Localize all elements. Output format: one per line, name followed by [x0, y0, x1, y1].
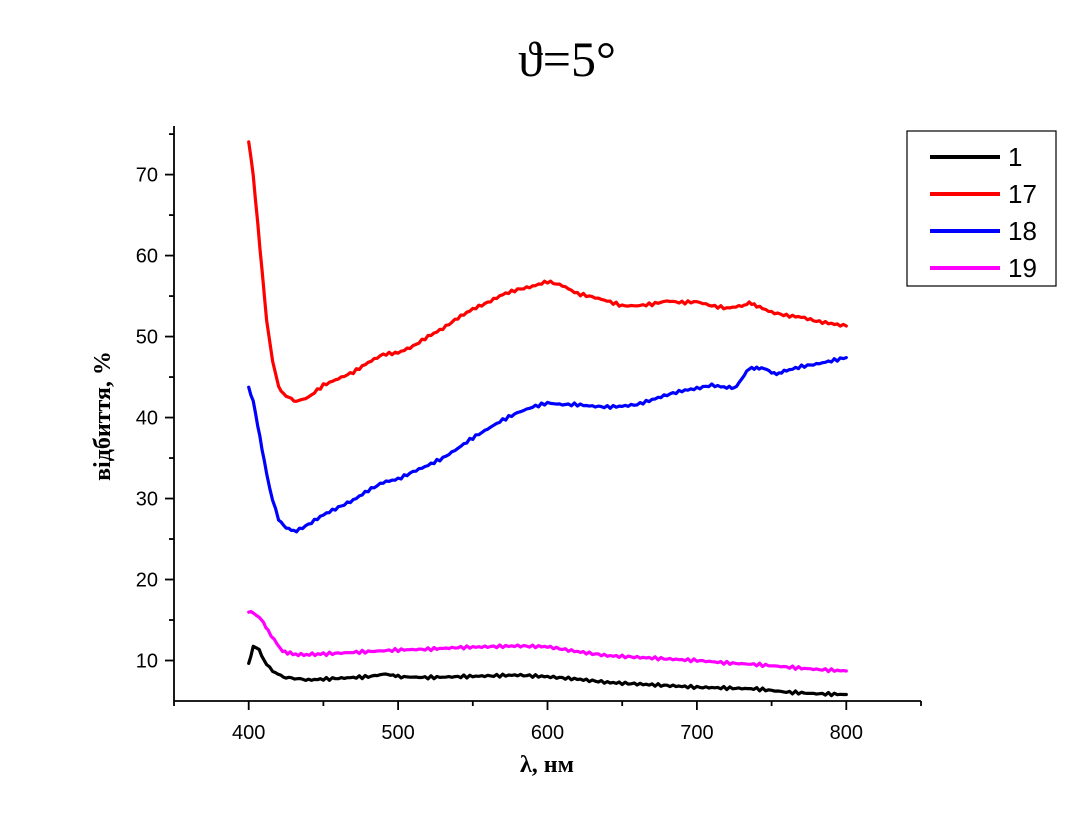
series-line-19 [247, 609, 848, 674]
legend-label-1: 1 [1008, 142, 1022, 172]
chart-title: ϑ=5° [518, 31, 616, 87]
series-line-17 [247, 140, 848, 403]
legend: 1 17 18 19 [906, 130, 1057, 287]
legend-label-17: 17 [1008, 179, 1037, 209]
x-ticks: 400 500 600 700 800 [173, 701, 922, 744]
x-axis-title: λ, нм [520, 752, 574, 778]
x-tick-label: 400 [232, 722, 265, 744]
legend-label-19: 19 [1008, 253, 1037, 283]
x-tick-label: 700 [680, 722, 713, 744]
y-tick-label: 40 [136, 408, 158, 430]
legend-label-18: 18 [1008, 216, 1037, 246]
y-tick-label: 50 [136, 327, 158, 349]
y-ticks: 10 20 30 40 50 60 70 [136, 133, 174, 673]
x-tick-label: 800 [830, 722, 863, 744]
y-tick-label: 30 [136, 489, 158, 511]
x-tick-label: 600 [531, 722, 564, 744]
series-line-1 [247, 644, 848, 698]
x-tick-label: 500 [381, 722, 414, 744]
series-line-18 [247, 356, 848, 534]
y-tick-label: 20 [136, 570, 158, 592]
y-axis-title: відбиття, % [90, 351, 116, 481]
axes: 400 500 600 700 800 10 20 30 40 50 60 70 [136, 126, 922, 744]
y-tick-label: 70 [136, 165, 158, 187]
plot-series [247, 140, 848, 698]
y-tick-label: 10 [136, 651, 158, 673]
y-tick-label: 60 [136, 246, 158, 268]
